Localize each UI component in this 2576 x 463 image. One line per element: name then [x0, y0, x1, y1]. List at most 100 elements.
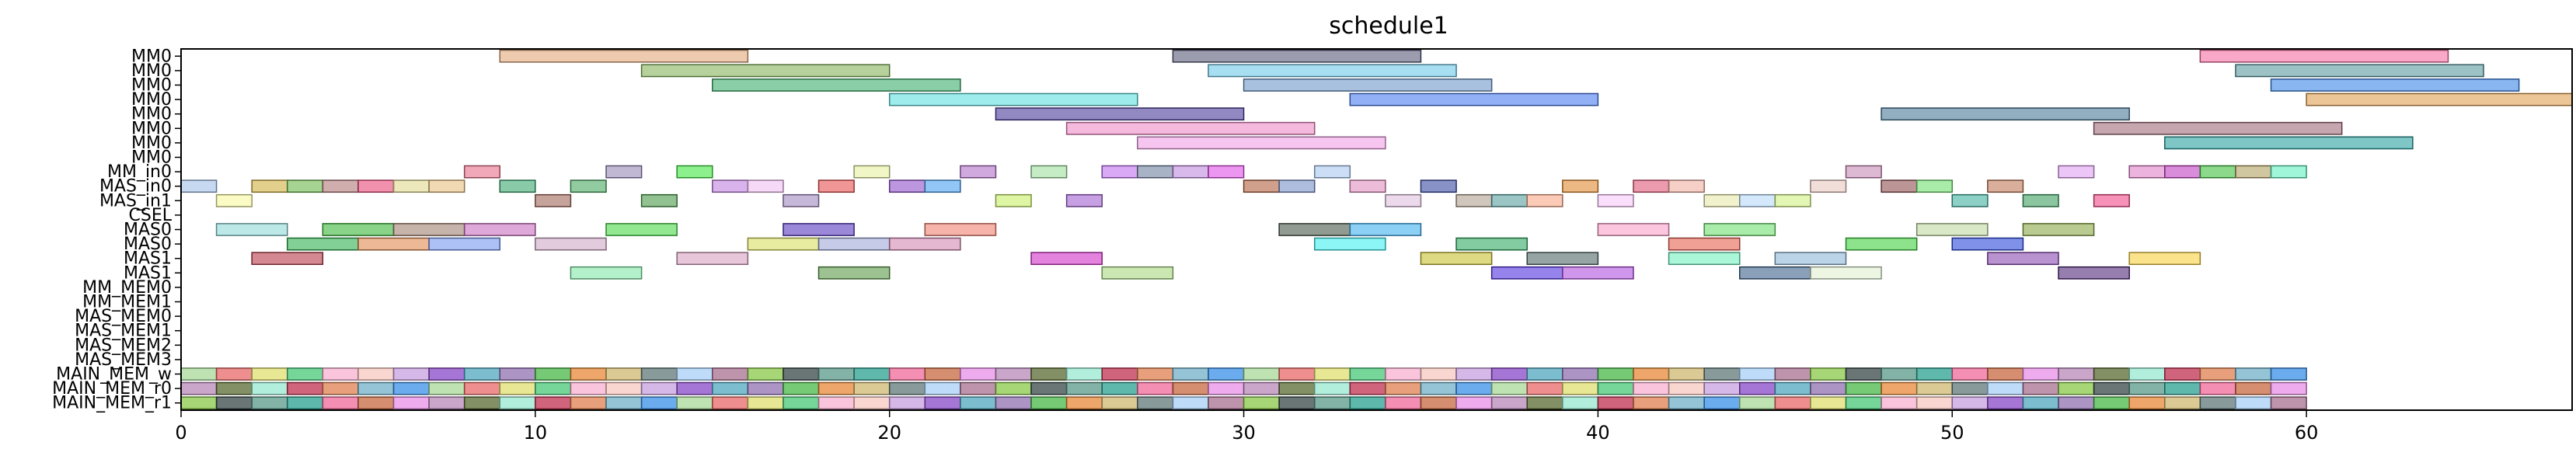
task-bar: [1455, 237, 1528, 251]
task-bar: [1703, 223, 1776, 236]
task-bar: [995, 107, 1245, 121]
memory-transfer-bar: [1562, 367, 1599, 381]
memory-transfer-bar: [1738, 396, 1776, 410]
memory-transfer-bar: [712, 381, 749, 395]
task-bar: [2058, 165, 2095, 179]
memory-transfer-bar: [1243, 396, 1280, 410]
memory-transfer-bar: [1030, 367, 1068, 381]
memory-transfer-bar: [428, 396, 465, 410]
task-bar: [392, 223, 465, 236]
task-bar: [1490, 193, 1528, 207]
memory-transfer-bar: [1313, 396, 1351, 410]
memory-transfer-bar: [1385, 396, 1422, 410]
task-bar: [463, 223, 536, 236]
memory-transfer-bar: [2164, 367, 2201, 381]
task-bar: [817, 266, 891, 280]
task-bar: [2306, 92, 2573, 106]
memory-transfer-bar: [1172, 367, 1209, 381]
task-bar: [1065, 121, 1316, 135]
memory-transfer-bar: [747, 381, 784, 395]
memory-transfer-bar: [995, 381, 1032, 395]
memory-transfer-bar: [535, 396, 572, 410]
task-bar: [747, 179, 784, 193]
task-bar: [499, 49, 749, 63]
y-tick-label: MAS0: [124, 221, 172, 240]
memory-transfer-bar: [2235, 396, 2272, 410]
memory-transfer-bar: [1526, 381, 1563, 395]
memory-transfer-bar: [1526, 396, 1563, 410]
task-bar: [2128, 252, 2201, 266]
y-tick-label: MAS1: [124, 263, 172, 283]
task-bar: [1951, 193, 1989, 207]
memory-transfer-bar: [817, 396, 855, 410]
x-ticks: 0 10 20 30 40 50 60: [175, 410, 2318, 444]
task-bar: [392, 179, 430, 193]
memory-transfer-bar: [712, 367, 749, 381]
task-bar: [499, 179, 536, 193]
task-bar: [1738, 266, 1811, 280]
y-tick-label: MAIN_MEM_w: [56, 365, 172, 385]
memory-transfer-bar: [1030, 396, 1068, 410]
x-tick-label: 50: [1940, 422, 1964, 444]
memory-transfer-bar: [1278, 396, 1316, 410]
memory-transfer-bar: [1668, 396, 1705, 410]
task-bar: [1172, 49, 1422, 63]
memory-transfer-bar: [712, 396, 749, 410]
memory-transfer-bar: [1987, 396, 2024, 410]
task-bar: [2270, 78, 2520, 92]
x-tick-label: 60: [2295, 422, 2319, 444]
task-bar: [1738, 193, 1776, 207]
memory-transfer-bar: [2058, 367, 2095, 381]
task-bar: [1526, 252, 1599, 266]
task-bar: [1562, 179, 1599, 193]
memory-transfer-bar: [1845, 381, 1882, 395]
memory-transfer-bar: [287, 367, 324, 381]
task-bar: [251, 179, 288, 193]
memory-transfer-bar: [1208, 367, 1245, 381]
task-bar: [924, 179, 961, 193]
memory-transfer-bar: [1951, 381, 1989, 395]
task-bar: [2199, 49, 2449, 63]
task-bar: [888, 92, 1138, 106]
memory-transfer-bar: [640, 396, 678, 410]
memory-transfer-bar: [570, 367, 607, 381]
task-bar: [1030, 165, 1068, 179]
task-bar: [535, 193, 572, 207]
memory-transfer-bar: [995, 396, 1032, 410]
task-bar: [2270, 165, 2307, 179]
task-bar: [783, 223, 855, 236]
task-bar: [2022, 223, 2095, 236]
memory-transfer-bar: [499, 396, 536, 410]
task-bar: [1313, 165, 1351, 179]
memory-transfer-bar: [570, 396, 607, 410]
memory-transfer-bar: [1526, 367, 1563, 381]
task-bar: [357, 179, 395, 193]
task-bar: [1951, 237, 2024, 251]
memory-transfer-bar: [1208, 381, 1245, 395]
task-bar: [1490, 266, 1563, 280]
memory-transfer-bar: [2199, 367, 2236, 381]
memory-transfer-bar: [1951, 367, 1989, 381]
y-tick-label: CSEL: [129, 206, 173, 225]
memory-transfer-bar: [180, 367, 218, 381]
memory-transfer-bar: [357, 367, 395, 381]
memory-transfer-bar: [1420, 367, 1457, 381]
memory-transfer-bar: [180, 381, 218, 395]
task-bar: [1101, 266, 1174, 280]
memory-transfer-bar: [428, 367, 465, 381]
memory-transfer-bar: [1349, 396, 1386, 410]
memory-transfer-bar: [2164, 396, 2201, 410]
memory-transfer-bar: [1562, 396, 1599, 410]
memory-transfer-bar: [1137, 396, 1174, 410]
memory-transfer-bar: [1774, 367, 1811, 381]
memory-transfer-bar: [605, 396, 643, 410]
memory-transfer-bar: [1490, 381, 1528, 395]
memory-transfer-bar: [1030, 381, 1068, 395]
memory-transfer-bar: [1597, 367, 1634, 381]
memory-transfer-bar: [1881, 367, 1918, 381]
task-bar: [712, 179, 749, 193]
task-bar: [1668, 237, 1741, 251]
task-bar: [2093, 121, 2343, 135]
task-bar: [1810, 179, 1847, 193]
task-bar: [1208, 165, 1245, 179]
